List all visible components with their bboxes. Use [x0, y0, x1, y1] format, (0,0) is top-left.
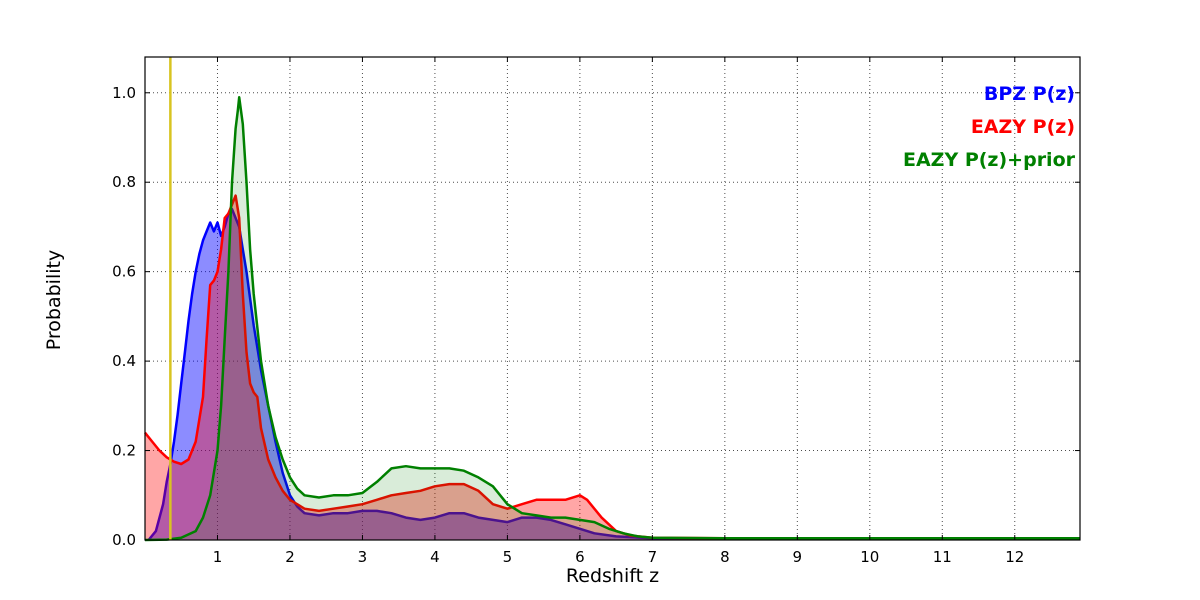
x-tick-label: 5	[503, 548, 513, 566]
x-tick-label: 12	[1005, 548, 1024, 566]
y-tick-label: 0.4	[112, 352, 136, 370]
x-tick-label: 4	[430, 548, 440, 566]
series-fill-0	[148, 209, 1081, 540]
series-line-0	[147, 207, 1080, 541]
x-tick-label: 6	[575, 548, 585, 566]
x-tick-label: 10	[860, 548, 879, 566]
legend: BPZ P(z) EAZY P(z) EAZY P(z)+prior	[903, 78, 1075, 177]
legend-item-eazy: EAZY P(z)	[970, 116, 1075, 138]
series-fill-1	[145, 195, 1080, 540]
y-tick-label: 0.2	[112, 442, 136, 460]
x-tick-label: 11	[933, 548, 952, 566]
x-axis-label: Redshift z	[565, 565, 660, 587]
y-tick-label: 0.6	[112, 263, 136, 281]
x-tick-label: 9	[793, 548, 803, 566]
series-fill-2	[145, 97, 1080, 541]
y-tick-label: 0.0	[112, 531, 136, 549]
x-tick-label: 1	[213, 548, 223, 566]
x-tick-label: 2	[285, 548, 295, 566]
y-tick-label: 0.8	[112, 173, 136, 191]
plot-frame	[144, 56, 1081, 541]
x-tick-label: 7	[648, 548, 658, 566]
x-tick-label: 3	[358, 548, 368, 566]
legend-item-bpz: BPZ P(z)	[983, 83, 1075, 105]
legend-item-eazy-prior: EAZY P(z)+prior	[902, 149, 1075, 171]
series-line-1	[144, 194, 1080, 540]
series-line-2	[144, 96, 1080, 542]
y-axis-label: Probability	[43, 249, 65, 351]
x-tick-label: 8	[720, 548, 730, 566]
y-tick-label: 1.0	[112, 84, 136, 102]
